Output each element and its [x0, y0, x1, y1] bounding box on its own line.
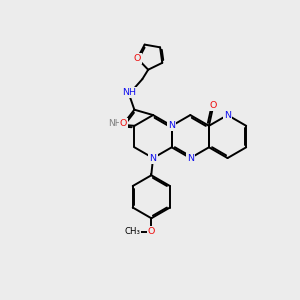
Text: NH: NH	[108, 119, 122, 128]
Text: O: O	[210, 101, 217, 110]
Text: N: N	[224, 111, 231, 120]
Text: N: N	[168, 121, 175, 130]
Text: O: O	[148, 227, 155, 236]
Text: CH₃: CH₃	[124, 227, 140, 236]
Text: N: N	[150, 154, 157, 163]
Text: N: N	[187, 154, 194, 163]
Text: O: O	[120, 119, 127, 128]
Text: O: O	[134, 54, 141, 63]
Text: NH: NH	[122, 88, 136, 97]
